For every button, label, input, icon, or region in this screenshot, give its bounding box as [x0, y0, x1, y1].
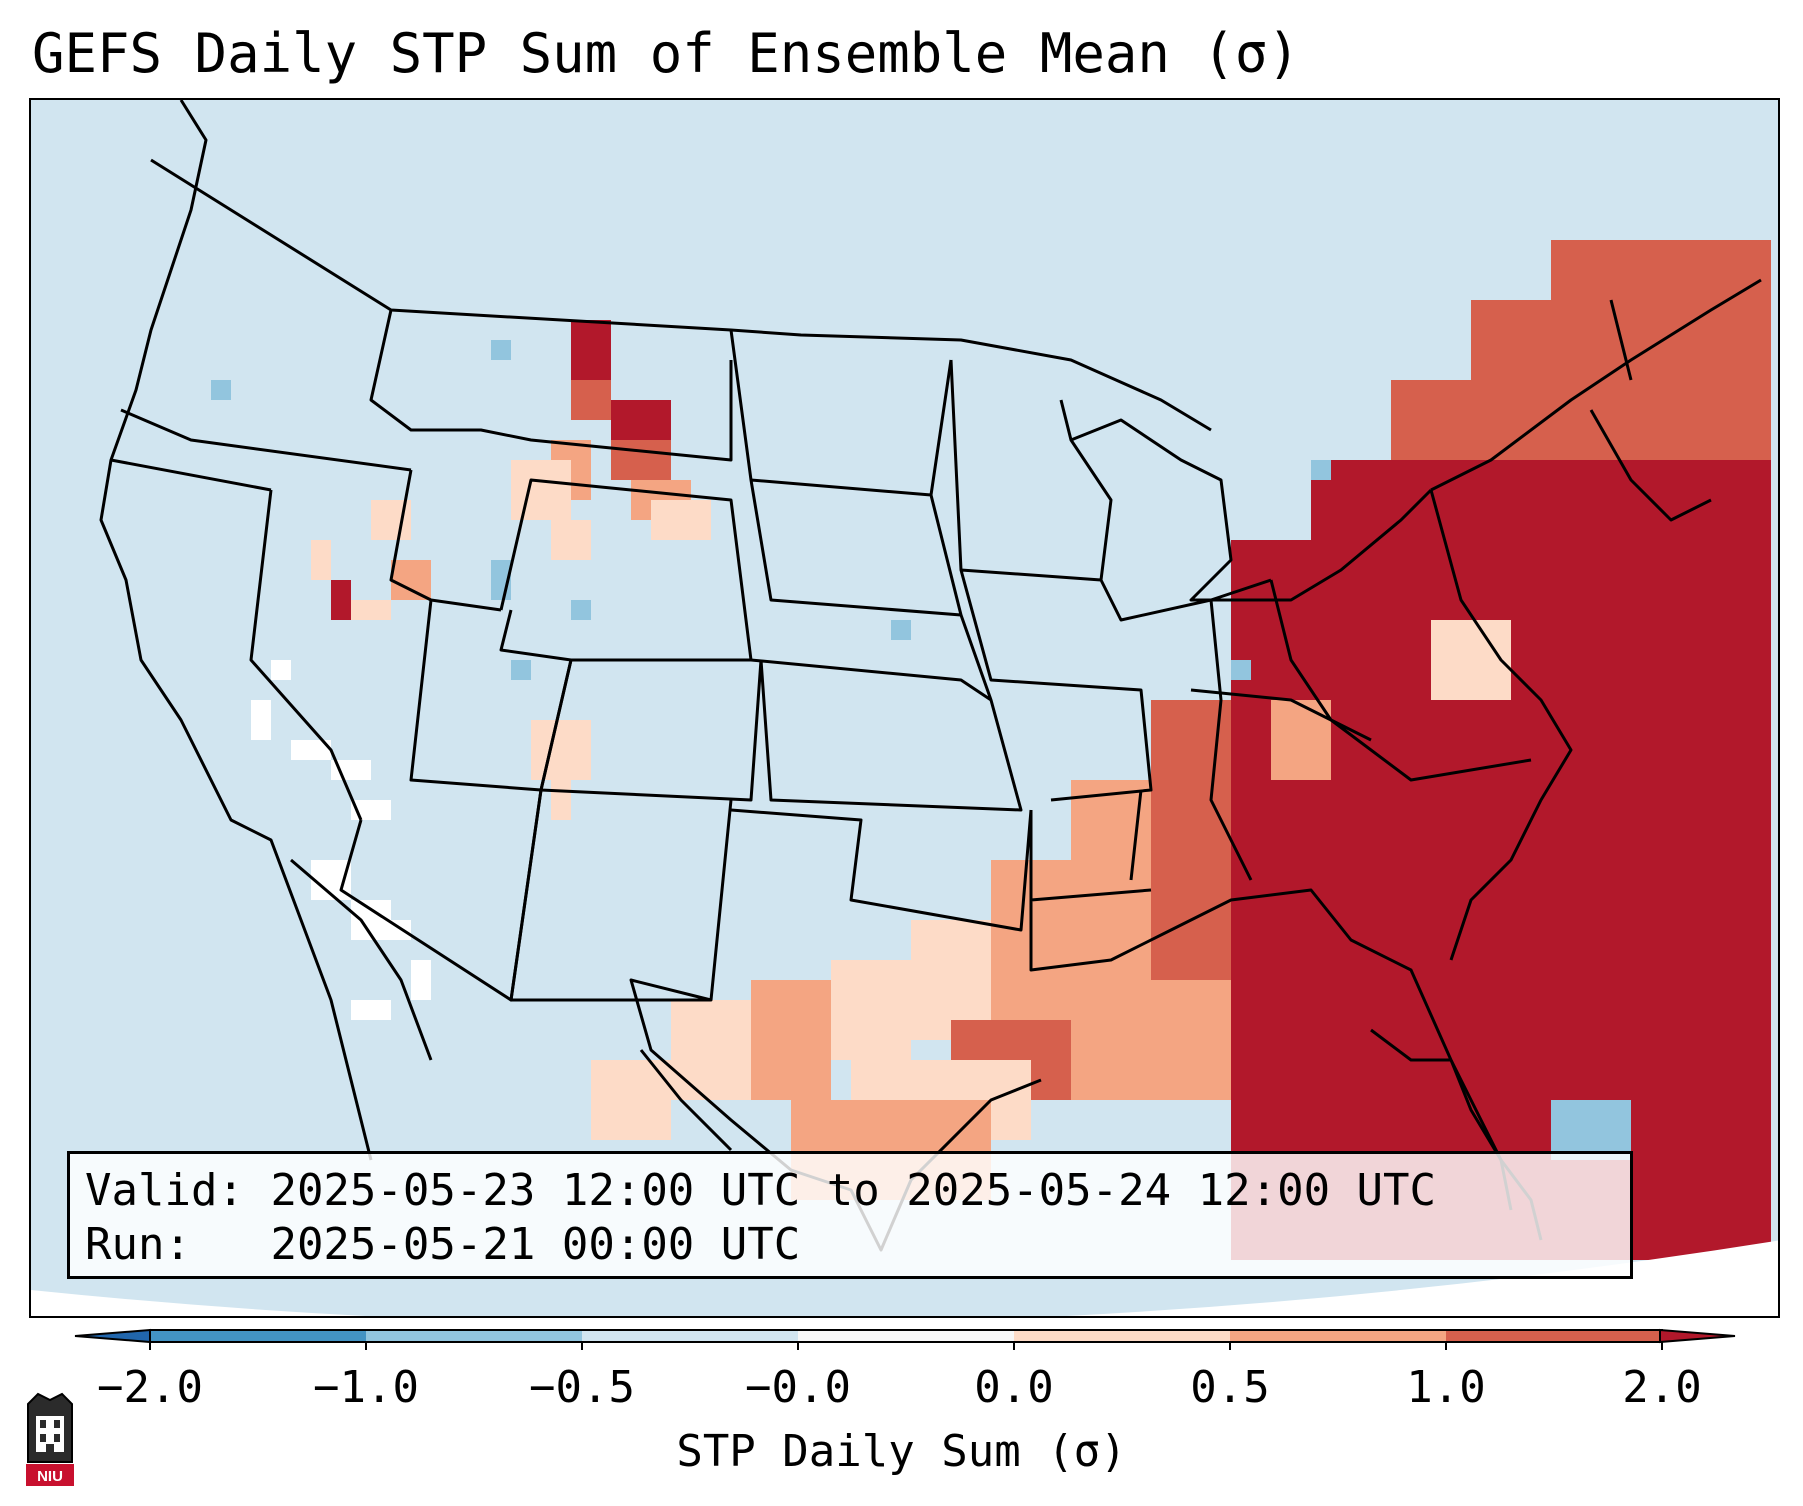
oregon-california — [110, 458, 272, 492]
anomaly-cell — [571, 320, 611, 380]
wyoming-outline — [499, 478, 753, 662]
anomaly-cell — [1271, 700, 1331, 780]
tick-label: 2.0 — [1622, 1362, 1702, 1413]
map-title: GEFS Daily STP Sum of Ensemble Mean (σ) — [32, 22, 1300, 85]
anomaly-cell — [411, 960, 431, 1000]
anomaly-cell — [891, 620, 911, 640]
anomaly-cell — [511, 660, 531, 680]
anomaly-cell — [1231, 660, 1251, 680]
anomaly-cell — [511, 460, 571, 520]
anomaly-cell — [1311, 460, 1771, 540]
anomaly-cell — [571, 600, 591, 620]
arizona-outline — [339, 789, 543, 1002]
colorbar-bin — [1014, 1330, 1230, 1342]
anomaly-cell — [1551, 1100, 1631, 1160]
tick-label: −1.0 — [313, 1362, 419, 1413]
colorbar-tickmarks — [149, 1342, 1663, 1350]
west-coast-outline — [99, 100, 373, 1161]
washington-oregon — [120, 408, 412, 472]
niu-logo: NIU — [26, 1392, 74, 1486]
colorbar-bin — [582, 1330, 798, 1342]
colorbar — [74, 1328, 1736, 1350]
colorbar-bin — [1230, 1330, 1446, 1342]
niu-logo-text: NIU — [37, 1468, 63, 1485]
anomaly-cell — [611, 400, 671, 440]
anomaly-cell — [531, 720, 591, 780]
anomaly-cell — [351, 800, 391, 820]
colorbar-bin — [798, 1330, 1014, 1342]
anomaly-cell — [611, 440, 671, 480]
canada-border — [150, 158, 1212, 432]
anomaly-cell — [1551, 240, 1771, 300]
anomaly-cell — [271, 660, 291, 680]
dakotas-outline — [729, 329, 963, 617]
anomaly-cell — [391, 560, 431, 600]
montana-outline — [369, 309, 733, 462]
colorbar-tick-labels: −2.0 −1.0 −0.5 −0.0 0.0 0.5 1.0 2.0 — [0, 1360, 1803, 1420]
anomaly-cell — [551, 520, 591, 560]
anomaly-cell — [211, 380, 231, 400]
anomaly-cell — [1311, 460, 1331, 480]
colorbar-over-arrow — [1659, 1328, 1736, 1344]
colorbar-under-arrow — [74, 1328, 151, 1344]
valid-value: 2025-05-23 12:00 UTC to 2025-05-24 12:00… — [270, 1165, 1437, 1216]
tick-label: −0.0 — [745, 1362, 851, 1413]
run-label: Run: — [85, 1219, 191, 1270]
anomaly-cell — [251, 700, 271, 740]
run-value: 2025-05-21 00:00 UTC — [270, 1219, 801, 1270]
niu-logo-icon — [26, 1392, 74, 1486]
new-mexico-outline — [509, 789, 733, 1002]
anomaly-cell — [351, 600, 391, 620]
colorbar-bin — [150, 1330, 366, 1342]
anomaly-cell — [571, 380, 611, 420]
new-england-outline — [1589, 299, 1712, 522]
idaho-outline — [389, 469, 502, 612]
anomaly-cell — [351, 1000, 391, 1020]
tick-label: −2.0 — [97, 1362, 203, 1413]
tick-label: 1.0 — [1406, 1362, 1486, 1413]
colorbar-label: STP Daily Sum (σ) — [676, 1426, 1127, 1477]
anomaly-cell — [651, 500, 711, 540]
anomaly-cell — [291, 740, 331, 760]
map-panel[interactable] — [29, 98, 1780, 1318]
colorado-outline — [539, 659, 763, 802]
anomaly-cell — [1151, 700, 1231, 980]
anomaly-cell — [311, 540, 331, 580]
anomaly-cell — [491, 340, 511, 360]
anomaly-cell — [331, 580, 351, 620]
projection-edge — [31, 1240, 1778, 1316]
southeast-outline — [1029, 599, 1513, 1211]
valid-label: Valid: — [85, 1165, 244, 1216]
anomaly-cell — [671, 1000, 751, 1100]
anomaly-cell — [591, 1060, 671, 1140]
colorbar-bins — [149, 1329, 1663, 1343]
midwest-outline — [949, 359, 1272, 802]
run-row: Run: 2025-05-21 00:00 UTC — [85, 1218, 1630, 1272]
validity-info-box: Valid: 2025-05-23 12:00 UTC to 2025-05-2… — [67, 1151, 1633, 1279]
tick-label: 0.5 — [1190, 1362, 1270, 1413]
tick-label: −0.5 — [529, 1362, 635, 1413]
east-coast-outline — [1429, 278, 1762, 961]
ohio-valley-outline — [1190, 579, 1532, 782]
nebraska-kansas — [750, 614, 1023, 812]
colorbar-bin — [1446, 1330, 1662, 1342]
mexico-border — [290, 858, 733, 1152]
tick-label: 0.0 — [974, 1362, 1054, 1413]
valid-row: Valid: 2025-05-23 12:00 UTC to 2025-05-2… — [85, 1164, 1630, 1218]
map-canvas[interactable] — [31, 100, 1780, 1318]
great-lakes-outline — [1070, 418, 1433, 602]
colorbar-bin — [366, 1330, 582, 1342]
anomaly-cell — [1431, 620, 1511, 700]
state-boundaries — [99, 100, 1762, 1252]
anomaly-cell — [831, 960, 911, 1060]
anomaly-cell — [751, 980, 831, 1100]
nevada-outline — [249, 489, 363, 821]
anomaly-cell — [551, 780, 571, 820]
